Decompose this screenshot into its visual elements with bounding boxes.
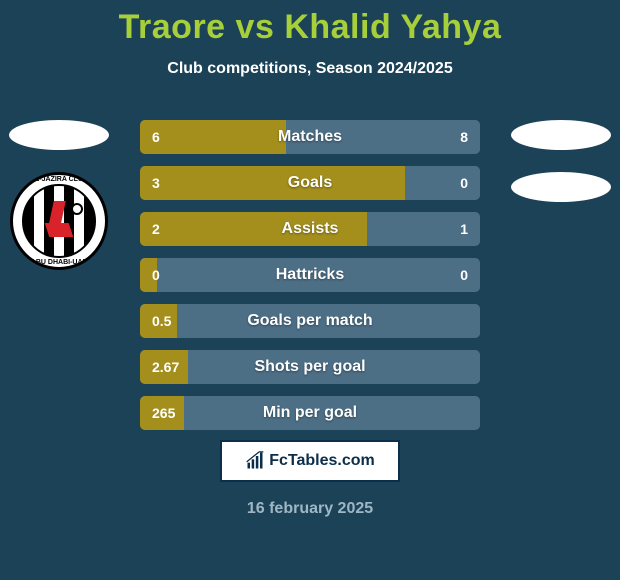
stat-bar-a <box>140 120 286 154</box>
comparison-bars: Matches68 Goals30 Assists21 Hattricks00 Goal… <box>140 120 480 430</box>
stat-row: Shots per goal2.67 <box>140 350 480 384</box>
club-badge-figure <box>43 199 75 243</box>
right-side-column <box>506 120 616 202</box>
club-badge-bottom-text: ABU DHABI-UAE <box>13 259 105 266</box>
stat-bar-a <box>140 350 188 384</box>
player-a-name: Traore <box>119 8 226 46</box>
stat-row: Assists21 <box>140 212 480 246</box>
player-b-name: Khalid Yahya <box>284 8 501 46</box>
player-b-club-placeholder <box>511 172 611 202</box>
comparison-card: Traore vs Khalid Yahya Club competitions… <box>0 0 620 580</box>
stat-bar-b <box>286 120 480 154</box>
stat-row: Hattricks00 <box>140 258 480 292</box>
stat-bar-b <box>188 350 480 384</box>
stat-row: Goals per match0.5 <box>140 304 480 338</box>
subtitle: Club competitions, Season 2024/2025 <box>0 60 620 78</box>
stat-bar-a <box>140 212 367 246</box>
player-b-photo-placeholder <box>511 120 611 150</box>
stat-bar-a <box>140 258 157 292</box>
club-badge-top-text: AL-JAZIRA CLUB <box>13 176 105 183</box>
stat-row: Goals30 <box>140 166 480 200</box>
stat-bar-b <box>177 304 480 338</box>
stat-bar-a <box>140 396 184 430</box>
vs-word: vs <box>236 8 275 46</box>
player-a-club-badge: AL-JAZIRA CLUB ABU DHABI-UAE <box>10 172 108 270</box>
stat-row: Min per goal265 <box>140 396 480 430</box>
stat-bar-b <box>367 212 480 246</box>
page-title: Traore vs Khalid Yahya <box>0 8 620 47</box>
stat-bar-a <box>140 304 177 338</box>
left-side-column: AL-JAZIRA CLUB ABU DHABI-UAE <box>4 120 114 270</box>
stat-bar-b <box>405 166 480 200</box>
stat-row: Matches68 <box>140 120 480 154</box>
branding-chart-icon <box>245 451 265 471</box>
date-stamp: 16 february 2025 <box>0 500 620 518</box>
stat-bar-b <box>184 396 480 430</box>
stat-bar-b <box>157 258 480 292</box>
branding-box: FcTables.com <box>220 440 400 482</box>
club-badge-ball <box>71 203 83 215</box>
branding-text: FcTables.com <box>269 452 375 470</box>
player-a-photo-placeholder <box>9 120 109 150</box>
stat-bar-a <box>140 166 405 200</box>
